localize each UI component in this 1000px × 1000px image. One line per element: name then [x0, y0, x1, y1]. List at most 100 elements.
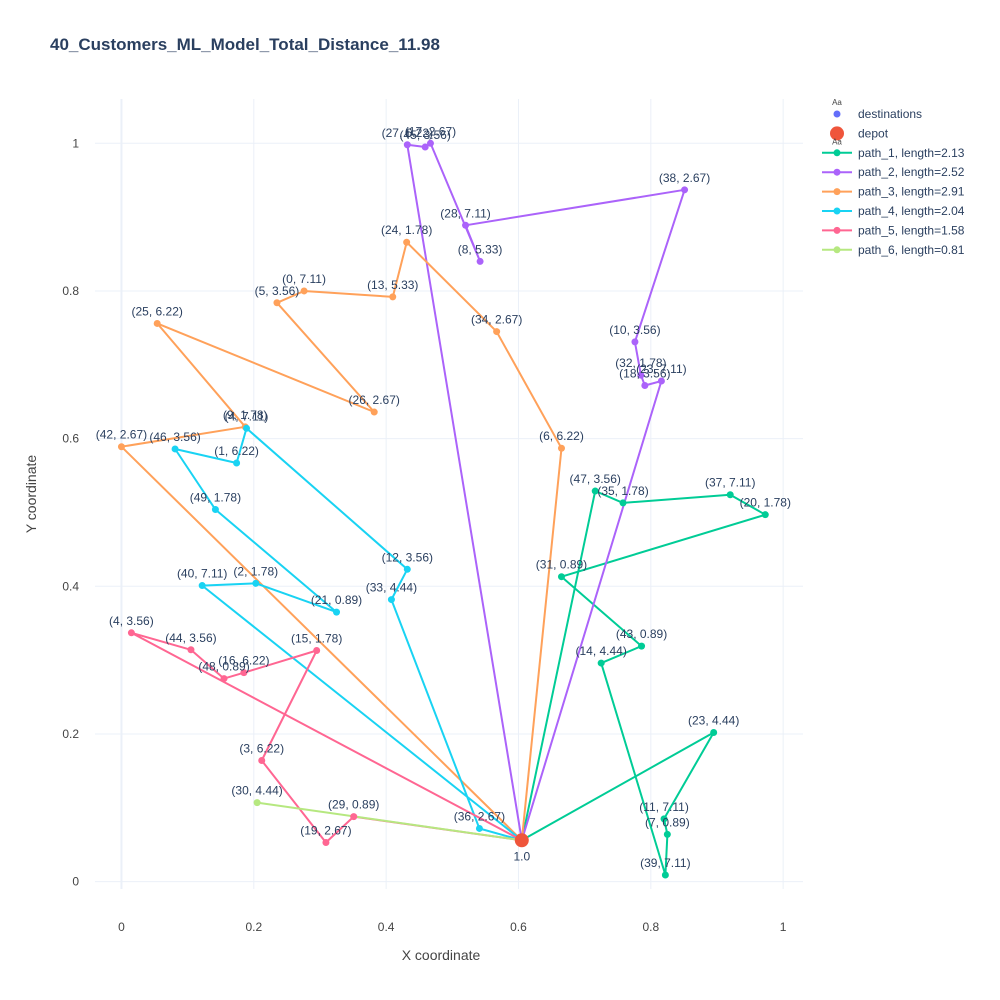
destination-point[interactable] [710, 728, 718, 736]
destination-point[interactable] [403, 238, 411, 246]
legend-item[interactable]: path_5, length=1.58 [822, 223, 965, 237]
destination-point[interactable] [403, 565, 411, 573]
destination-point[interactable] [591, 487, 599, 495]
series-line-path-4[interactable] [174, 427, 523, 842]
destination-point[interactable] [619, 499, 627, 507]
destination-point[interactable] [389, 293, 397, 301]
destination-point[interactable] [657, 377, 665, 385]
destination-point[interactable] [350, 813, 358, 821]
point-label: (17, 2.67) [405, 124, 456, 138]
destination-point[interactable] [370, 408, 378, 416]
legend-text-glyph: Aa [832, 98, 842, 107]
legend-marker [833, 207, 841, 215]
destination-point[interactable] [233, 459, 241, 467]
destination-point[interactable] [252, 579, 260, 587]
destination-point[interactable] [253, 799, 261, 807]
point-label: (4, 7.11) [225, 409, 269, 423]
destination-point[interactable] [631, 338, 639, 346]
destination-point[interactable] [211, 506, 219, 514]
destination-point[interactable] [637, 371, 645, 379]
destination-point[interactable] [220, 675, 228, 683]
legend-label: path_5, length=1.58 [858, 223, 965, 237]
series-line-path-5[interactable] [130, 631, 523, 844]
depot-marker[interactable] [514, 833, 529, 848]
legend[interactable]: Aa destinations Aa depot path_1, length=2.13… [822, 98, 965, 257]
destination-point[interactable] [761, 511, 769, 519]
point-label: (11, 7.11) [639, 800, 689, 814]
destination-point[interactable] [117, 443, 125, 451]
destination-point[interactable] [493, 328, 501, 336]
legend-label: path_3, length=2.91 [858, 185, 965, 199]
legend-label: path_4, length=2.04 [858, 204, 965, 218]
destination-point[interactable] [476, 257, 484, 265]
y-tick-label: 0 [72, 875, 79, 889]
destination-point[interactable] [333, 608, 341, 616]
x-tick-label: 0 [118, 920, 125, 934]
legend-marker [833, 168, 841, 176]
x-tick-label: 1 [780, 920, 787, 934]
point-label: (28, 7.11) [440, 206, 490, 220]
destination-point[interactable] [127, 629, 135, 637]
destination-point[interactable] [403, 141, 411, 149]
point-label: (45, 3.56) [399, 128, 450, 142]
legend-item[interactable]: Aa depot [830, 126, 889, 146]
series-line-path-1[interactable] [520, 490, 767, 876]
destination-point[interactable] [660, 815, 668, 823]
point-label: (33, 4.44) [366, 581, 417, 595]
destination-point[interactable] [258, 757, 266, 765]
destination-point[interactable] [726, 491, 734, 499]
destination-point[interactable] [273, 299, 281, 307]
destination-point[interactable] [421, 143, 429, 151]
point-label: (36, 2.67) [454, 809, 505, 823]
point-label: (14, 4.44) [575, 644, 626, 658]
point-label: (43, 0.89) [616, 627, 667, 641]
point-label: (34, 2.67) [471, 313, 522, 327]
destination-point[interactable] [300, 287, 308, 295]
destination-point[interactable] [663, 830, 671, 838]
series-line-path-3[interactable] [120, 241, 563, 842]
destination-point[interactable] [681, 186, 689, 194]
destination-point[interactable] [597, 659, 605, 667]
destination-point[interactable] [243, 424, 251, 432]
destination-point[interactable] [475, 824, 483, 832]
destination-point[interactable] [462, 221, 470, 229]
legend-item[interactable]: path_4, length=2.04 [822, 204, 965, 218]
point-label: (29, 0.89) [328, 798, 379, 812]
legend-label: depot [858, 126, 889, 140]
destination-point[interactable] [557, 444, 565, 452]
y-tick-label: 0.6 [62, 432, 79, 446]
destination-point[interactable] [557, 573, 565, 581]
destination-point[interactable] [641, 381, 649, 389]
destination-point[interactable] [322, 838, 330, 846]
legend-item[interactable]: path_2, length=2.52 [822, 165, 965, 179]
axes: 0 0.2 0.4 0.6 0.8 1 0 0.2 0.4 0.6 0.8 1 [62, 136, 786, 934]
point-label: (7, 0.89) [645, 815, 690, 829]
y-tick-label: 0.2 [62, 727, 79, 741]
point-label: (42, 2.67) [96, 428, 147, 442]
point-label: (37, 7.11) [705, 476, 755, 490]
destination-point[interactable] [198, 582, 206, 590]
destination-point[interactable] [153, 319, 161, 327]
point-label: (27, 6.22) [382, 126, 433, 140]
point-label: (2, 1.78) [233, 564, 278, 578]
legend-item[interactable]: Aa destinations [832, 98, 922, 121]
destination-point[interactable] [313, 647, 321, 655]
point-labels: (47, 3.56)(35, 1.78) (37, 7.11) (20, 1.78)… [96, 124, 791, 870]
legend-item[interactable]: path_3, length=2.91 [822, 185, 965, 199]
x-tick-label: 0.4 [378, 920, 395, 934]
legend-item[interactable]: path_1, length=2.13 [822, 146, 965, 160]
destination-point[interactable] [638, 642, 646, 650]
legend-label: path_1, length=2.13 [858, 146, 965, 160]
destination-point[interactable] [426, 139, 434, 147]
chart-title: 40_Customers_ML_Model_Total_Distance_11.… [50, 35, 440, 54]
destination-point[interactable] [240, 669, 248, 677]
point-label: (1, 6.22) [214, 444, 259, 458]
destination-point[interactable] [387, 596, 395, 604]
legend-text-glyph: Aa [832, 137, 842, 146]
point-label: (23, 7.11) [636, 362, 686, 376]
destination-point[interactable] [187, 646, 195, 654]
legend-item[interactable]: path_6, length=0.81 [822, 243, 965, 257]
destination-point[interactable] [661, 871, 669, 879]
destination-point[interactable] [171, 445, 179, 453]
